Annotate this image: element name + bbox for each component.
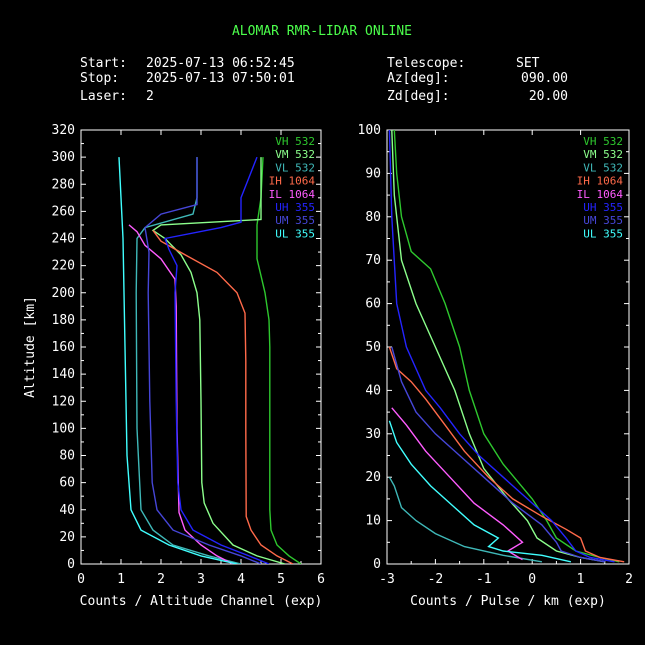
x-tick-label: 4 (237, 572, 245, 587)
x-tick-label: 2 (157, 572, 165, 587)
stop-value: 2025-07-13 07:50:01 (146, 71, 295, 86)
series-line-vh-532 (393, 130, 620, 563)
y-axis-label: Altitude [km] (23, 296, 38, 398)
y-tick-label: 100 (52, 421, 75, 436)
y-tick-label: 300 (52, 150, 75, 165)
start-label: Start: (80, 56, 127, 71)
start-value: 2025-07-13 06:52:45 (146, 56, 295, 71)
y-tick-label: 320 (52, 123, 75, 138)
zd-value: 20.00 (529, 89, 568, 104)
y-tick-label: 20 (59, 530, 75, 545)
y-tick-label: 220 (52, 259, 75, 274)
laser-label: Laser: (80, 89, 127, 104)
legend-entry: UL 355 (583, 227, 623, 240)
legend-entry: IH 1064 (269, 175, 316, 188)
x-tick-label: 6 (317, 572, 325, 587)
series-line-uh-355 (164, 156, 270, 564)
legend-entry: UM 355 (583, 214, 623, 227)
legend-entry: UH 355 (275, 201, 315, 214)
y-tick-label: 100 (358, 123, 381, 138)
legend-entry: UL 355 (275, 227, 315, 240)
legend-entry: VH 532 (275, 135, 315, 148)
right-pulse-chart: 0 10 20 30 40 50 60 70 80 90 100 -3 -2 -1 0 1 2 Counts / … (358, 123, 633, 609)
x-tick-label: -1 (476, 572, 492, 587)
y-tick-label: 0 (67, 557, 75, 572)
x-tick-label: 1 (117, 572, 125, 587)
figure-title: ALOMAR RMR-LIDAR ONLINE (232, 24, 412, 39)
y-tick-label: 30 (365, 427, 381, 442)
series-line-ih-1064 (388, 346, 625, 563)
y-tick-label: 80 (365, 210, 381, 225)
plot-area (118, 156, 302, 564)
x-tick-label: 0 (528, 572, 536, 587)
y-tick-label: 280 (52, 177, 75, 192)
y-tick-label: 40 (59, 503, 75, 518)
x-tick-label: -2 (428, 572, 444, 587)
series-line-vm-532 (151, 157, 286, 564)
series-line-vl-532 (388, 476, 543, 563)
series-line-vh-532 (256, 157, 302, 564)
x-tick-label: 1 (577, 572, 585, 587)
telescope-value: SET (516, 56, 540, 71)
legend-entry: VM 532 (583, 148, 623, 161)
x-axis-label: Counts / Altitude Channel (exp) (80, 594, 323, 609)
y-tick-label: 140 (52, 367, 75, 382)
series-line-il-1064 (128, 224, 234, 564)
legend-entry: IH 1064 (577, 175, 624, 188)
series-line-um-355 (391, 346, 605, 563)
x-axis-label: Counts / Pulse / km (exp) (410, 594, 606, 609)
y-tick-label: 180 (52, 313, 75, 328)
legend-entry: IL 1064 (269, 188, 316, 201)
series-line-ih-1064 (152, 229, 294, 564)
series-line-vm-532 (391, 130, 605, 563)
y-tick-label: 50 (365, 340, 381, 355)
x-tick-label: 2 (625, 572, 633, 587)
y-tick-label: 40 (365, 383, 381, 398)
y-tick-label: 70 (365, 253, 381, 268)
left-altitude-chart: 0204060801001201401601802002202402602803… (23, 123, 325, 609)
y-tick-label: 90 (365, 166, 381, 181)
x-tick-label: 3 (197, 572, 205, 587)
y-tick-label: 240 (52, 232, 75, 247)
legend-entry: VL 532 (583, 161, 623, 174)
y-tick-label: 120 (52, 394, 75, 409)
series-line-um-355 (144, 157, 262, 564)
y-tick-label: 80 (59, 449, 75, 464)
series-line-uh-355 (388, 130, 615, 563)
telescope-label: Telescope: (387, 56, 465, 71)
az-value: 090.00 (521, 71, 568, 86)
x-tick-label: 5 (277, 572, 285, 587)
series-line-il-1064 (391, 407, 524, 561)
x-tick-label: 0 (77, 572, 85, 587)
y-tick-label: 260 (52, 204, 75, 219)
legend-entry: IL 1064 (577, 188, 624, 201)
y-tick-label: 10 (365, 514, 381, 529)
legend-entry: VL 532 (275, 161, 315, 174)
series-line-ul-355 (118, 157, 238, 564)
legend-entry: VH 532 (583, 135, 623, 148)
y-tick-label: 60 (59, 476, 75, 491)
y-tick-label: 20 (365, 470, 381, 485)
az-label: Az[deg]: (387, 71, 450, 86)
series-line-ul-355 (388, 420, 572, 563)
y-tick-label: 160 (52, 340, 75, 355)
y-tick-label: 60 (365, 297, 381, 312)
laser-value: 2 (146, 89, 154, 104)
zd-label: Zd[deg]: (387, 89, 450, 104)
legend-entry: VM 532 (275, 148, 315, 161)
legend-entry: UH 355 (583, 201, 623, 214)
plot-area (388, 130, 625, 563)
x-tick-label: -3 (379, 572, 395, 587)
legend-entry: UM 355 (275, 214, 315, 227)
y-tick-label: 0 (373, 557, 381, 572)
stop-label: Stop: (80, 71, 119, 86)
y-tick-label: 200 (52, 286, 75, 301)
series-line-vl-532 (135, 157, 242, 564)
